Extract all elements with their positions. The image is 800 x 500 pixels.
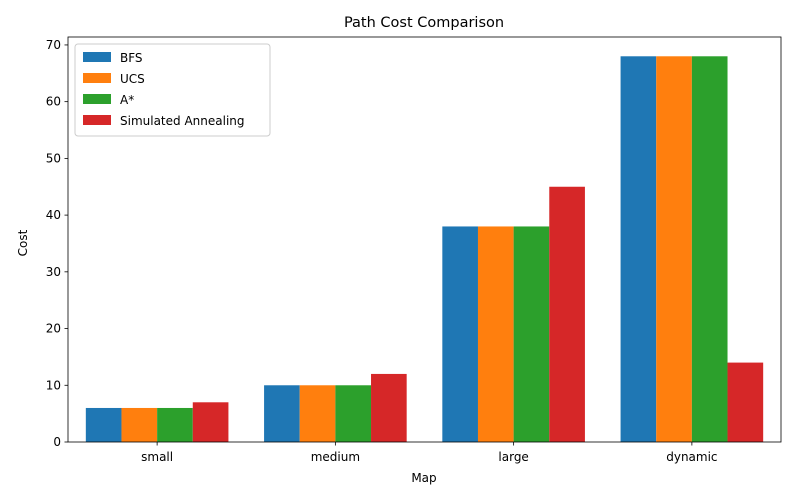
legend-swatch [83,115,111,125]
bar-ucs-medium [299,385,336,442]
bar-simulated-annealing-dynamic [727,362,764,442]
y-axis-label: Cost [16,229,30,256]
y-tick-label: 70 [46,38,61,52]
plot-frame [67,36,782,443]
y-tick-label: 60 [46,95,61,109]
x-tick-label-small: small [141,450,173,464]
y-tick-label: 40 [46,208,61,222]
x-tick-label-large: large [498,450,528,464]
chart-title: Path Cost Comparison [344,15,504,31]
bar-simulated-annealing-medium [371,373,407,442]
bar-a--small [157,407,193,442]
y-tick-label: 50 [46,151,61,165]
x-axis: small medium large dynamic [141,442,718,464]
x-axis-label: Map [411,471,436,485]
legend-label: UCS [120,72,145,86]
bar-ucs-dynamic [656,56,692,443]
y-tick-label: 10 [46,378,61,392]
bar-a--medium [335,385,372,442]
legend-box [74,43,271,137]
y-axis: 0 10 20 30 40 50 60 70 [46,38,68,449]
x-tick-label-medium: medium [311,450,360,464]
bar-simulated-annealing-large [549,186,585,442]
bar-a--dynamic [691,56,728,443]
bar-ucs-small [121,407,158,442]
y-tick-label: 0 [53,435,61,449]
legend-swatch [83,94,111,104]
bar-bfs-medium [264,385,300,442]
bar-bfs-dynamic [620,56,657,443]
x-tick-label-dynamic: dynamic [666,450,717,464]
legend-label: Simulated Annealing [120,114,245,128]
legend: BFS UCS A* Simulated Annealing [74,43,271,137]
y-tick-label: 30 [46,265,61,279]
bar-ucs-large [477,226,514,442]
legend-label: A* [120,93,134,107]
bar-a--large [513,226,550,442]
legend-swatch [83,52,111,62]
bar-simulated-annealing-small [192,402,229,442]
y-tick-label: 20 [46,322,61,336]
legend-label: BFS [120,51,143,65]
bar-bfs-large [442,226,478,442]
bar-bfs-small [85,407,122,442]
legend-swatch [83,73,111,83]
bars-group [85,56,764,443]
